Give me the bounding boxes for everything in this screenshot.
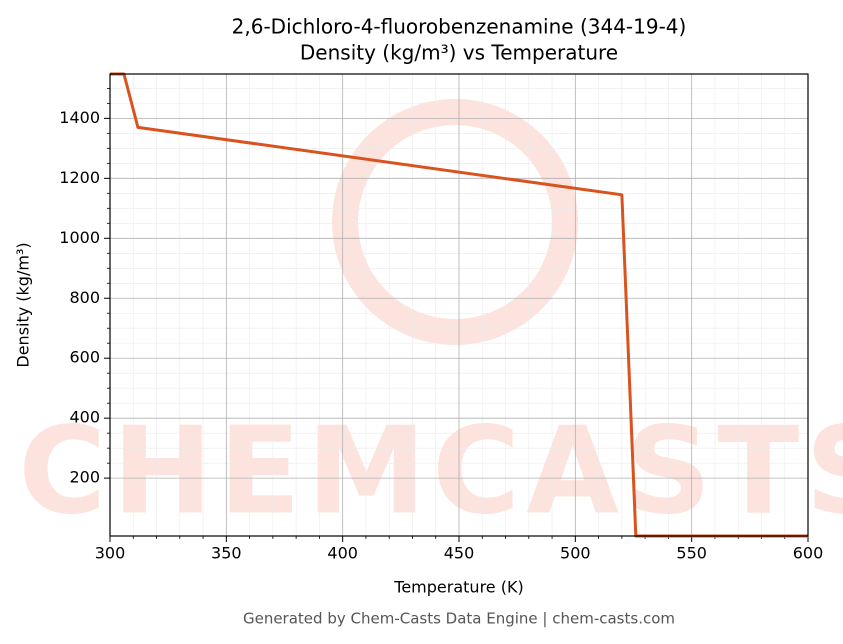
- y-tick-label: 400: [69, 408, 100, 427]
- y-tick-label: 600: [69, 348, 100, 367]
- x-tick-label: 400: [327, 544, 358, 563]
- chart-subtitle: Density (kg/m³) vs Temperature: [300, 41, 618, 65]
- watermark-logo: [332, 99, 578, 345]
- y-tick-label: 1000: [59, 228, 100, 247]
- watermark: CHEMCASTS: [18, 403, 843, 542]
- y-tick-label: 1400: [59, 108, 100, 127]
- x-tick-label: 550: [676, 544, 707, 563]
- x-tick-label: 350: [211, 544, 242, 563]
- x-tick-label: 500: [560, 544, 591, 563]
- x-axis-label: Temperature (K): [393, 578, 523, 597]
- y-tick-label: 1200: [59, 168, 100, 187]
- x-tick-label: 600: [793, 544, 824, 563]
- y-axis-label: Density (kg/m³): [14, 242, 33, 367]
- y-tick-label: 200: [69, 468, 100, 487]
- chart-title: 2,6-Dichloro-4-fluorobenzenamine (344-19…: [232, 15, 687, 39]
- plot-frame: [109, 73, 809, 537]
- x-tick-label: 300: [95, 544, 126, 563]
- x-tick-label: 450: [444, 544, 475, 563]
- footer: Generated by Chem-Casts Data Engine | ch…: [243, 610, 675, 628]
- y-tick-label: 800: [69, 288, 100, 307]
